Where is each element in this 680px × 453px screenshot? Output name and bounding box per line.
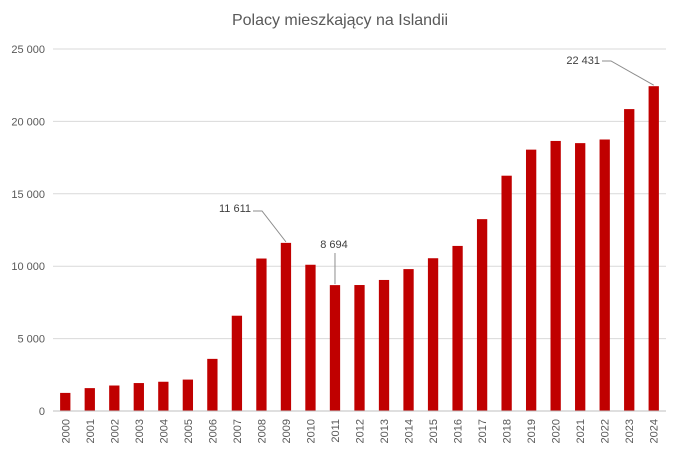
bar [133,383,144,411]
x-tick-label: 2006 [207,419,219,443]
bar [648,86,659,411]
bar [599,139,610,411]
y-tick-label: 10 000 [11,261,45,273]
bar [182,379,194,411]
x-tick-label: 2010 [305,419,317,443]
bar [60,392,71,411]
bar [207,358,218,411]
x-tick-label: 2011 [330,419,342,443]
bar [550,140,561,411]
x-tick-label: 2021 [575,419,587,443]
x-tick-label: 2003 [134,419,146,443]
bar [427,258,439,411]
bar [403,269,414,411]
x-tick-label: 2012 [355,419,367,443]
bar [231,315,243,411]
x-tick-label: 2014 [404,419,416,443]
bar [624,109,635,411]
y-tick-label: 25 000 [11,44,45,56]
data-label: 8 694 [320,239,348,251]
bar [329,285,341,411]
bar [109,385,120,411]
y-tick-label: 0 [39,406,45,418]
y-tick-label: 15 000 [11,189,45,201]
x-tick-label: 2016 [453,419,465,443]
x-tick-label: 2013 [379,419,391,443]
bar [158,381,169,411]
x-tick-label: 2024 [649,419,661,443]
x-tick-label: 2002 [109,419,121,443]
y-tick-label: 5 000 [17,334,45,346]
x-tick-label: 2008 [256,419,268,443]
bar [575,143,586,411]
x-tick-label: 2019 [526,419,538,443]
x-tick-label: 2007 [232,419,244,443]
bar [452,245,463,411]
x-tick-label: 2018 [502,419,514,443]
leader-line [253,210,287,243]
x-tick-label: 2009 [281,419,293,443]
bar [378,279,390,411]
x-tick-label: 2004 [158,419,170,443]
data-label: 11 611 [219,203,251,215]
x-tick-label: 2015 [428,419,440,443]
bar [354,285,365,411]
bar [84,388,95,411]
data-label: 22 431 [566,55,600,67]
x-tick-label: 2001 [85,419,97,443]
bar [280,242,292,411]
x-tick-label: 2005 [183,419,195,443]
x-tick-label: 2000 [60,419,72,443]
bar [525,149,537,412]
bar [305,264,316,411]
chart-title: Polacy mieszkający na Islandii [231,12,449,29]
x-tick-label: 2023 [624,419,636,443]
x-tick-label: 2020 [551,419,563,443]
bar [256,258,267,411]
leader-line [602,60,654,86]
x-tick-label: 2022 [600,419,612,443]
y-tick-label: 20 000 [11,116,45,128]
bar [501,175,512,411]
x-tick-label: 2017 [477,419,489,443]
bar [476,219,488,411]
